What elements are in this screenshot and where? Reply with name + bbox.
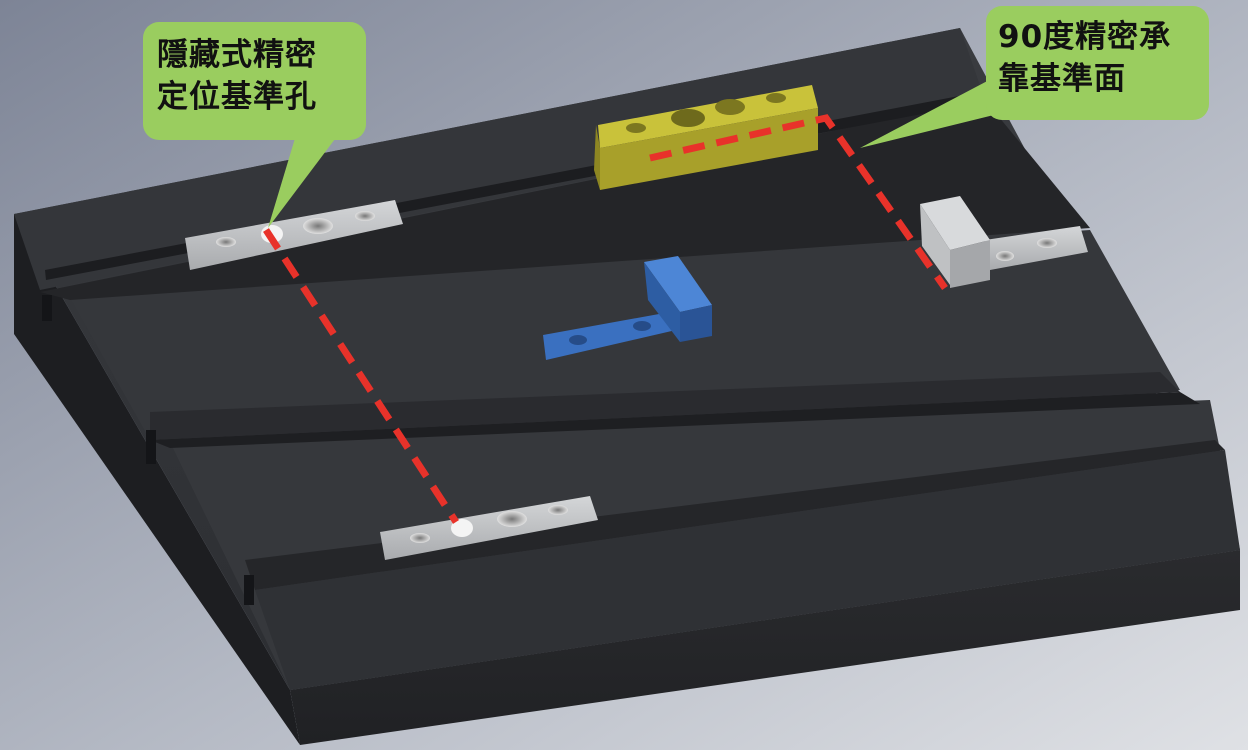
steel-locating-strip-back <box>185 200 403 270</box>
steel-strip-right <box>985 226 1088 270</box>
callout-hidden-locating-hole: 隱藏式精密 定位基準孔 <box>143 22 366 140</box>
callout-right-line-1: 90度精密承 <box>998 19 1172 55</box>
t-slot-middle <box>150 392 1200 448</box>
gold-datum-block <box>594 85 818 190</box>
datum-line-90-degree <box>649 114 948 291</box>
datum-line-hole-axis <box>263 228 459 524</box>
callout-left-pointer <box>268 135 338 228</box>
callout-left-line-2: 定位基準孔 <box>157 79 317 115</box>
t-slot-back <box>40 100 1090 300</box>
callout-90-degree-datum-face: 90度精密承 靠基準面 <box>986 6 1209 120</box>
steel-locating-strip-front <box>380 496 598 560</box>
datum-reference-lines <box>263 114 948 524</box>
blue-bracket <box>543 256 712 360</box>
steel-stop-block <box>920 196 990 288</box>
callout-right-pointer <box>860 78 1006 148</box>
hidden-locating-hole-front <box>451 519 473 537</box>
callout-right-line-2: 靠基準面 <box>998 61 1126 97</box>
callout-left-line-1: 隱藏式精密 <box>157 37 317 73</box>
